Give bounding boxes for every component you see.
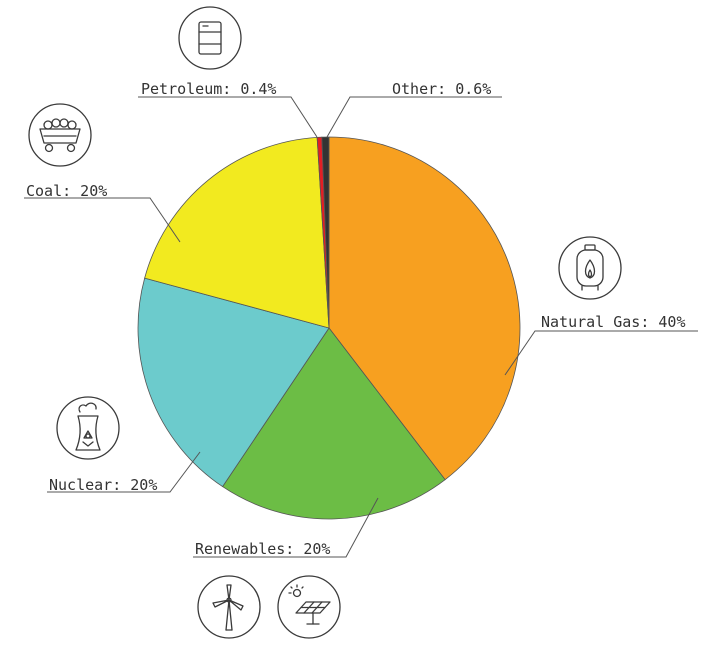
slice-coal	[144, 136, 330, 329]
label-renewables: Renewables: 20%	[195, 540, 330, 558]
label-coal: Coal: 20%	[26, 182, 107, 200]
oil-barrel-icon	[178, 6, 242, 70]
solar-panel-icon	[277, 575, 341, 639]
label-natural-gas: Natural Gas: 40%	[541, 313, 686, 331]
pie-slices	[137, 136, 521, 520]
leader-other	[326, 96, 502, 138]
slice-natural-gas	[328, 136, 521, 481]
label-nuclear: Nuclear: 20%	[49, 476, 157, 494]
label-other: Other: 0.6%	[392, 80, 491, 98]
coal-cart-icon	[28, 103, 92, 167]
nuclear-plant-icon	[56, 396, 120, 460]
label-petroleum: Petroleum: 0.4%	[141, 80, 276, 98]
leader-nuclear	[47, 451, 201, 493]
wind-turbine-icon	[197, 575, 261, 639]
leader-coal	[24, 197, 181, 243]
gas-cylinder-icon	[558, 236, 622, 300]
leader-petroleum	[138, 96, 318, 138]
leader-lines	[24, 96, 698, 558]
slice-other	[321, 136, 330, 329]
slice-renewables	[222, 327, 446, 520]
slice-nuclear	[137, 277, 330, 488]
leader-natural-gas	[504, 330, 698, 376]
leader-renewables	[193, 497, 379, 558]
